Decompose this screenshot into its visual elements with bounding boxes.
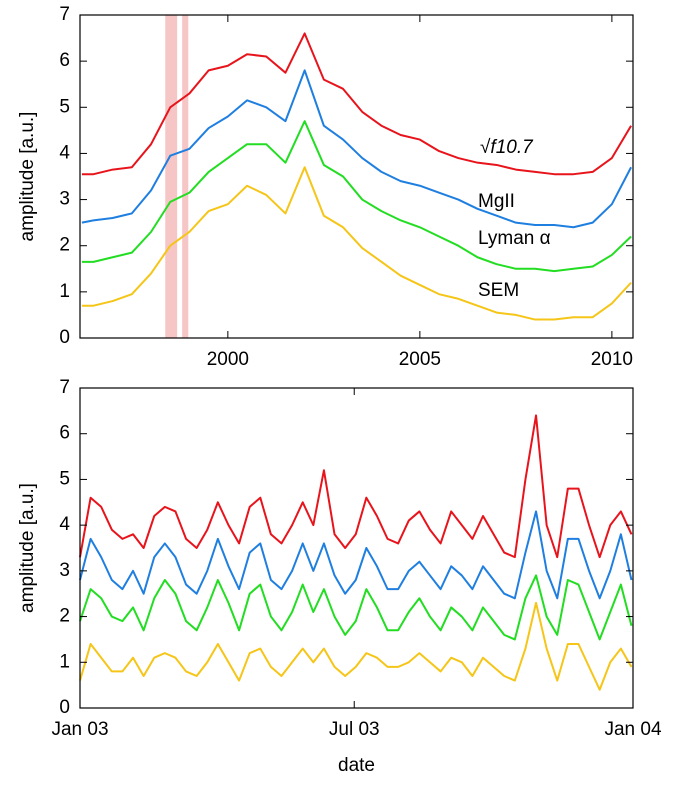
y-axis-label: amplitude [a.u.] — [17, 112, 38, 242]
x-tick-label: Jan 03 — [51, 719, 108, 740]
y-tick-label: 5 — [59, 468, 70, 489]
x-tick-label: 2005 — [399, 349, 441, 370]
x-tick-label: 2000 — [207, 349, 249, 370]
y-tick-label: 4 — [59, 514, 70, 535]
shaded-span — [182, 15, 189, 338]
series-line — [81, 32, 632, 176]
y-tick-label: 6 — [59, 423, 70, 444]
y-tick-label: 5 — [59, 96, 70, 117]
x-tick-label: Jan 04 — [604, 719, 661, 740]
series-line — [81, 166, 632, 321]
series-label: MgII — [478, 191, 515, 212]
y-tick-label: 0 — [59, 697, 70, 718]
y-tick-label: 2 — [59, 235, 70, 256]
series-line — [81, 69, 632, 229]
axes-frame — [79, 14, 634, 339]
y-tick-label: 1 — [59, 651, 70, 672]
axes-frame — [79, 387, 634, 709]
series-line — [79, 414, 633, 559]
y-tick-label: 3 — [59, 189, 70, 210]
y-tick-label: 1 — [59, 281, 70, 302]
x-axis-label: date — [338, 755, 375, 776]
series-label: SEM — [478, 280, 519, 301]
series-label: Lyman α — [478, 228, 551, 249]
shaded-span — [165, 15, 178, 338]
series-line — [79, 574, 633, 641]
series-line — [79, 601, 633, 691]
y-tick-label: 7 — [59, 4, 70, 25]
y-axis-label: amplitude [a.u.] — [17, 483, 38, 613]
y-tick-label: 0 — [59, 327, 70, 348]
x-tick-label: 2010 — [591, 349, 633, 370]
series-label: √f10.7 — [480, 137, 534, 158]
y-tick-label: 6 — [59, 50, 70, 71]
y-tick-label: 3 — [59, 560, 70, 581]
series-line — [79, 510, 633, 600]
y-tick-label: 7 — [59, 377, 70, 398]
x-tick-label: Jul 03 — [329, 719, 380, 740]
y-tick-label: 4 — [59, 142, 70, 163]
series-line — [81, 120, 632, 273]
y-tick-label: 2 — [59, 606, 70, 627]
